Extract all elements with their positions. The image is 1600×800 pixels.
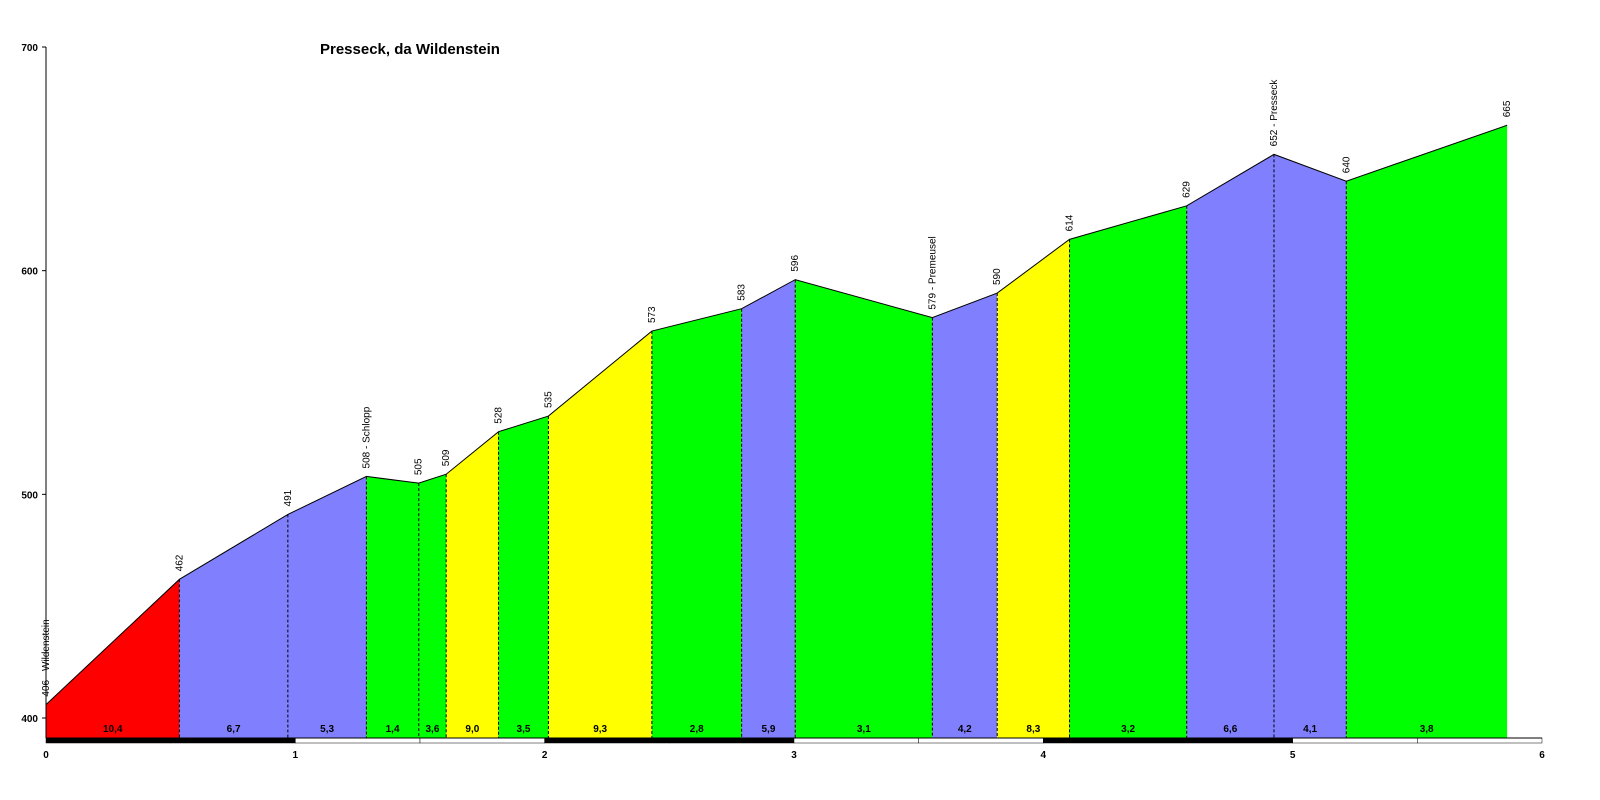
point-label: 579 - Premeusel [927, 236, 938, 309]
profile-outline [45, 124, 1508, 705]
segment-area [1186, 154, 1274, 739]
axes [42, 46, 47, 738]
y-tick-label: 500 [21, 490, 38, 501]
km-bar-block [170, 737, 296, 744]
segment-area [1346, 125, 1508, 739]
gradient-label: 3,1 [857, 724, 871, 735]
point-label: 508 - Schlopp [361, 406, 372, 468]
segment-area [1273, 154, 1347, 739]
segment-area [498, 416, 549, 738]
segment-area [418, 474, 447, 738]
point-label: 590 [992, 268, 1003, 285]
point-label: 640 [1341, 156, 1352, 173]
segment-area [651, 308, 742, 738]
segment-area [548, 331, 652, 738]
x-tick-label: 0 [43, 750, 49, 761]
point-label: 629 [1182, 181, 1193, 198]
segment-area [179, 514, 288, 738]
x-tick-label: 1 [293, 750, 299, 761]
y-tick-label: 400 [21, 714, 38, 725]
km-bar-block [419, 737, 545, 744]
km-bar-block [1292, 737, 1418, 744]
segment-area [366, 476, 419, 738]
gradient-label: 6,6 [1223, 724, 1237, 735]
point-label: 573 [647, 306, 658, 323]
segment-area [741, 279, 796, 738]
x-tick-label: 5 [1290, 750, 1296, 761]
gradient-segments [46, 125, 1508, 739]
km-bar-block [45, 737, 171, 744]
gradient-label: 2,8 [690, 724, 704, 735]
gradient-label: 9,3 [593, 724, 607, 735]
point-label: 406 - Wildenstein [41, 619, 52, 696]
y-tick-label: 700 [21, 43, 38, 54]
point-label: 491 [283, 489, 294, 506]
gradient-label: 1,4 [386, 724, 400, 735]
gradient-label: 3,6 [426, 724, 440, 735]
km-bar-block [793, 737, 919, 744]
point-label: 509 [441, 449, 452, 466]
gradient-label: 4,1 [1303, 724, 1317, 735]
gradient-label: 3,5 [517, 724, 531, 735]
segment-area [446, 431, 499, 738]
km-scale-bar [45, 737, 1543, 744]
chart-title: Presseck, da Wildenstein [320, 41, 500, 58]
point-label: 535 [543, 391, 554, 408]
segment-area [1069, 205, 1187, 738]
km-bar-block [918, 737, 1044, 744]
km-bar-block [1043, 737, 1169, 744]
km-bar-block [669, 737, 795, 744]
segment-area [997, 239, 1070, 738]
segment-area [46, 579, 180, 738]
x-tick-label: 6 [1539, 750, 1545, 761]
x-tick-label: 3 [791, 750, 797, 761]
km-bar-block [295, 737, 421, 744]
x-tick-label: 4 [1041, 750, 1047, 761]
point-label: 528 [494, 407, 505, 424]
tick-labels: 0 1 2 3 4 5 6 400 500 600 700 [21, 43, 1545, 761]
point-label: 665 [1502, 100, 1513, 117]
point-label: 614 [1065, 214, 1076, 231]
gradient-label: 9,0 [465, 724, 479, 735]
gradient-label: 10,4 [103, 724, 123, 735]
gradient-label: 3,8 [1420, 724, 1434, 735]
segment-area [795, 279, 933, 738]
profile-line [45, 124, 1508, 705]
gradient-label: 3,2 [1121, 724, 1135, 735]
km-bar-block [544, 737, 670, 744]
point-label: 596 [790, 254, 801, 271]
segment-dividers [178, 154, 1347, 738]
y-tick-label: 600 [21, 267, 38, 278]
gradient-labels: 10,4 6,7 5,3 1,4 3,6 9,0 3,5 9,3 2,8 5,9 3,1 4,2 8,3… [103, 724, 1434, 735]
km-bar-block [1417, 737, 1543, 744]
point-labels: 406 - Wildenstein 462 491 508 - Schlopp 505 5… [41, 79, 1513, 697]
gradient-label: 5,9 [761, 724, 775, 735]
km-bar-block [1167, 737, 1293, 744]
gradient-label: 4,2 [958, 724, 972, 735]
segment-area [287, 476, 367, 738]
gradient-label: 6,7 [227, 724, 241, 735]
point-label: 462 [174, 554, 185, 571]
point-label: 652 - Presseck [1269, 79, 1280, 147]
gradient-label: 8,3 [1026, 724, 1040, 735]
segment-area [932, 293, 998, 738]
x-tick-label: 2 [542, 750, 548, 761]
point-label: 583 [737, 284, 748, 301]
gradient-label: 5,3 [320, 724, 334, 735]
point-label: 505 [414, 458, 425, 475]
